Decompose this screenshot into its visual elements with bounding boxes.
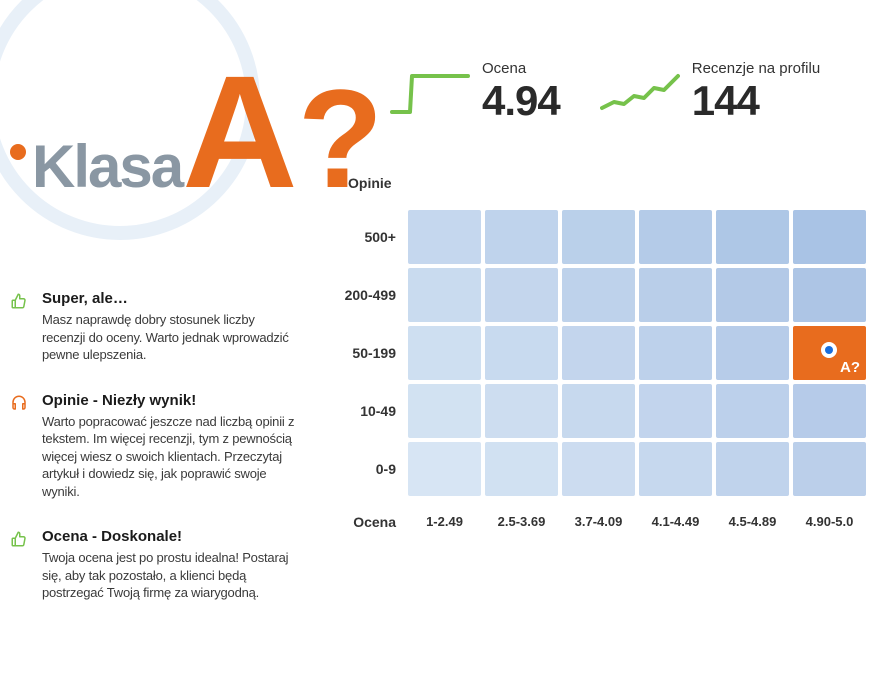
heatmap-cell	[639, 268, 712, 322]
heatmap-x-label: 4.90-5.0	[793, 514, 866, 530]
heatmap-cell	[485, 384, 558, 438]
stat-rating-label: Ocena	[482, 60, 560, 77]
stat-rating: Ocena 4.94	[390, 60, 560, 125]
thumb-up-icon	[10, 292, 30, 364]
heatmap-cell	[562, 326, 635, 380]
tip-desc: Warto popracować jeszcze nad liczbą opin…	[42, 413, 300, 501]
heatmap-y-label: 500+	[298, 229, 408, 245]
thumb-up-icon	[10, 530, 30, 602]
heatmap-y-title: Opinie	[348, 175, 392, 191]
heatmap-cell	[793, 442, 866, 496]
heatmap-cell	[639, 326, 712, 380]
tip-desc: Twoja ocena jest po prostu idealna! Post…	[42, 549, 300, 602]
heatmap: 500+ 200-499 50-199 A? 10-49 0-9 Ocena1-2.492.…	[298, 210, 870, 530]
heatmap-row: 0-9	[298, 442, 870, 496]
heatmap-x-label: 4.5-4.89	[716, 514, 789, 530]
heatmap-cell	[639, 384, 712, 438]
heatmap-x-title: Ocena	[298, 514, 408, 530]
heatmap-y-label: 0-9	[298, 461, 408, 477]
headset-icon	[10, 394, 30, 501]
heatmap-cell	[408, 442, 481, 496]
heatmap-cell: A?	[793, 326, 866, 380]
heatmap-y-label: 50-199	[298, 345, 408, 361]
heatmap-y-label: 10-49	[298, 403, 408, 419]
heatmap-cell	[639, 442, 712, 496]
heatmap-x-axis: Ocena1-2.492.5-3.693.7-4.094.1-4.494.5-4…	[298, 514, 870, 530]
header-dot	[10, 144, 26, 160]
tip-item: Ocena - Doskonale! Twoja ocena jest po pr…	[10, 528, 300, 602]
heatmap-cell	[562, 384, 635, 438]
stat-reviews-value: 144	[692, 77, 820, 125]
heatmap-cell	[562, 442, 635, 496]
heatmap-x-label: 3.7-4.09	[562, 514, 635, 530]
heatmap-row: 500+	[298, 210, 870, 264]
tips-list: Super, ale… Masz naprawdę dobry stosunek …	[10, 290, 300, 630]
tip-title: Ocena - Doskonale!	[42, 528, 300, 545]
heatmap-row: 50-199 A?	[298, 326, 870, 380]
heatmap-cell	[485, 442, 558, 496]
heatmap-marker-label: A?	[840, 359, 860, 376]
stat-reviews-label: Recenzje na profilu	[692, 60, 820, 77]
stats-row: Ocena 4.94 Recenzje na profilu 144	[390, 60, 820, 125]
heatmap-cell	[562, 210, 635, 264]
heatmap-cell	[408, 384, 481, 438]
sparkline-reviews-icon	[600, 68, 680, 118]
heatmap-cell	[793, 210, 866, 264]
heatmap-cell	[639, 210, 712, 264]
heatmap-x-label: 4.1-4.49	[639, 514, 712, 530]
grade-header: Klasa A ?	[10, 60, 383, 204]
heatmap-cell	[716, 326, 789, 380]
heatmap-cell	[716, 268, 789, 322]
tip-body: Opinie - Niezły wynik! Warto popracować j…	[42, 392, 300, 501]
heatmap-cell	[793, 268, 866, 322]
heatmap-x-label: 1-2.49	[408, 514, 481, 530]
heatmap-row: 200-499	[298, 268, 870, 322]
tip-body: Ocena - Doskonale! Twoja ocena jest po pr…	[42, 528, 300, 602]
tip-title: Super, ale…	[42, 290, 300, 307]
tip-item: Super, ale… Masz naprawdę dobry stosunek …	[10, 290, 300, 364]
sparkline-rating-icon	[390, 68, 470, 118]
stat-reviews: Recenzje na profilu 144	[600, 60, 820, 125]
heatmap-cell	[562, 268, 635, 322]
heatmap-marker-icon	[821, 342, 837, 358]
heatmap-cell	[408, 268, 481, 322]
heatmap-cell	[485, 210, 558, 264]
heatmap-cell	[408, 326, 481, 380]
heatmap-cell	[716, 384, 789, 438]
heatmap-cell	[485, 268, 558, 322]
tip-item: Opinie - Niezły wynik! Warto popracować j…	[10, 392, 300, 501]
heatmap-row: 10-49	[298, 384, 870, 438]
heatmap-cell	[485, 326, 558, 380]
heatmap-cell	[716, 210, 789, 264]
heatmap-y-label: 200-499	[298, 287, 408, 303]
tip-title: Opinie - Niezły wynik!	[42, 392, 300, 409]
header-grade: A	[182, 60, 298, 204]
heatmap-x-label: 2.5-3.69	[485, 514, 558, 530]
tip-body: Super, ale… Masz naprawdę dobry stosunek …	[42, 290, 300, 364]
heatmap-cell	[793, 384, 866, 438]
heatmap-cell	[716, 442, 789, 496]
header-prefix: Klasa	[32, 132, 182, 201]
heatmap-cell	[408, 210, 481, 264]
stat-rating-value: 4.94	[482, 77, 560, 125]
tip-desc: Masz naprawdę dobry stosunek liczby rece…	[42, 311, 300, 364]
